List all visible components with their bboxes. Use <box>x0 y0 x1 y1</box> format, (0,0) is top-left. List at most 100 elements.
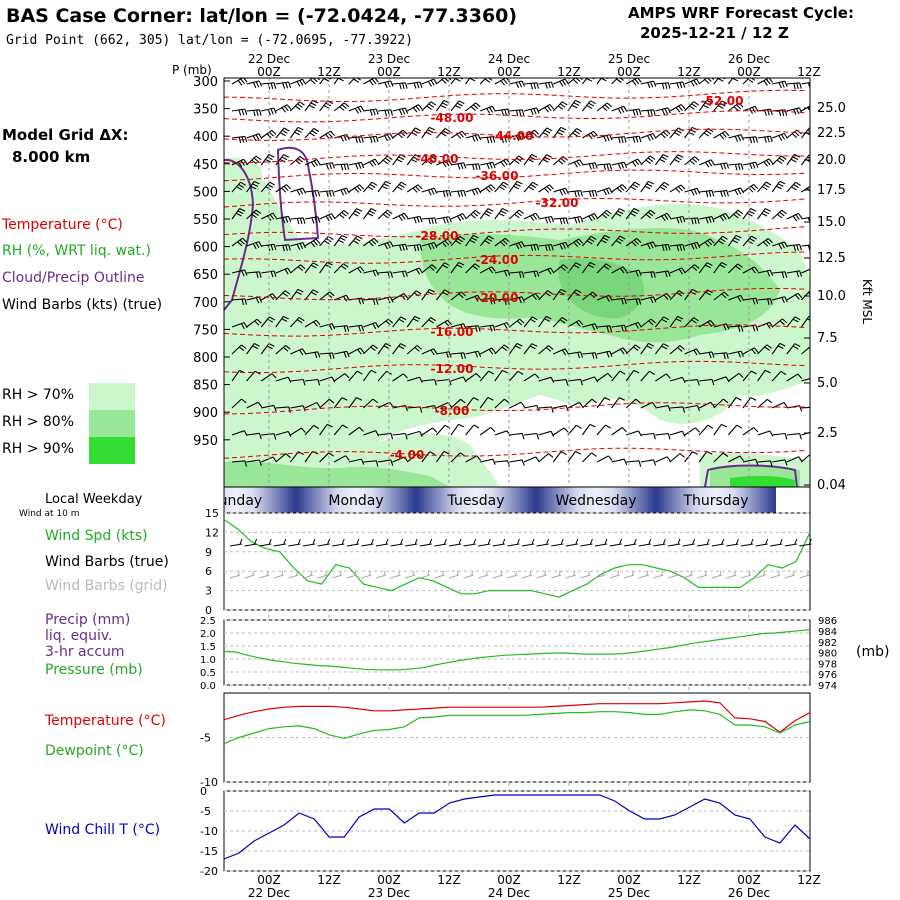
surface-wind-barb <box>478 538 491 547</box>
wind-barb <box>757 269 774 277</box>
wind-barb <box>582 352 598 360</box>
wind-barb <box>479 347 496 355</box>
isotherm-line <box>224 360 807 373</box>
precip-tick-label: 0.0 <box>200 681 216 692</box>
wind-barb <box>319 78 332 85</box>
wind-barb <box>786 456 803 463</box>
wind-barb <box>742 208 757 220</box>
bottom-time-tick-label: 12Z <box>557 873 581 887</box>
legend-cloud-outline: Cloud/Precip Outline <box>2 270 145 286</box>
wind-barb <box>435 289 450 301</box>
wind-chill-label: Wind Chill T (°C) <box>45 822 161 838</box>
wind-barb <box>742 370 757 382</box>
wind-barb <box>450 398 466 409</box>
wind-barb <box>553 241 569 250</box>
wind-barb <box>538 315 552 328</box>
wind-barb <box>231 135 248 144</box>
surface-wind-barb <box>784 538 798 547</box>
rh-70-label: RH > 70% <box>2 387 75 403</box>
surface-wind-barb <box>463 538 477 547</box>
legend-wind-barbs: Wind Barbs (kts) (true) <box>2 297 163 313</box>
pressure-line <box>223 629 811 671</box>
wind-barb <box>450 235 466 247</box>
wind-barb <box>654 343 669 355</box>
grid-wind-barb <box>259 570 270 579</box>
isotherm-line <box>224 251 807 264</box>
pressure-tick-label: 982 <box>818 638 837 649</box>
wind-barb <box>699 351 715 359</box>
top-date-label: 25 Dec <box>608 52 650 66</box>
wind-barb <box>684 348 701 356</box>
wind-barb <box>319 261 333 274</box>
isotherm-label: -44.00 <box>491 129 534 143</box>
wind-barb <box>567 451 582 463</box>
wind-barb <box>231 181 246 193</box>
wind-barb <box>596 263 612 274</box>
wind-barb <box>713 352 729 360</box>
wind-barb <box>494 108 511 116</box>
wind-barb <box>348 208 363 220</box>
pressure-tick-label: 650 <box>193 268 218 283</box>
wind-barb <box>407 215 423 224</box>
wind-barb <box>582 323 599 331</box>
surface-wind-barb <box>726 538 739 547</box>
wind-barb <box>626 460 642 467</box>
wind-barb <box>655 212 672 222</box>
wind-barb <box>261 404 277 412</box>
height-tick-label: 17.5 <box>817 183 846 198</box>
wind-barb <box>582 162 598 170</box>
wind-barb <box>684 156 700 166</box>
surface-wind-barb <box>302 538 316 547</box>
weekday-cell <box>536 487 656 513</box>
wind-barb <box>626 298 642 305</box>
weekday-label: Wednesday <box>555 493 636 509</box>
wind-barb <box>509 155 524 166</box>
wind-barb <box>582 452 597 463</box>
temperature-panel: -5 -10 <box>200 692 811 789</box>
wind-barb <box>757 78 774 86</box>
wind-barb <box>231 108 248 116</box>
wind-barb <box>290 155 306 166</box>
wind-barb <box>538 453 554 463</box>
surface-wind-barb <box>594 538 608 547</box>
wind-barb <box>640 318 656 328</box>
surface-wind-barb <box>565 538 579 547</box>
wind-barb <box>261 243 277 251</box>
wind-barb <box>523 129 540 139</box>
wind-barb <box>246 109 262 117</box>
wind-barb <box>450 352 467 360</box>
grid-wind-barb <box>229 570 241 579</box>
wind-barb <box>611 347 628 355</box>
grid-wind-barb <box>536 570 547 579</box>
wind-barb <box>363 398 379 409</box>
wind-barb <box>363 108 379 116</box>
wind-barb <box>363 158 380 167</box>
wind-barb <box>362 208 377 220</box>
surface-wind-barb <box>492 538 506 547</box>
wind-barb <box>728 350 744 358</box>
wind-barb <box>319 376 336 383</box>
isotherm-label: -36.00 <box>476 169 519 183</box>
wind-barb <box>465 263 481 274</box>
wind-barb <box>319 235 334 247</box>
wind-barb <box>684 404 701 412</box>
wind-barb <box>771 180 786 193</box>
rh-90-label: RH > 90% <box>2 441 75 457</box>
wind-barb <box>231 460 248 467</box>
wind-barb <box>611 136 627 144</box>
wind-barb <box>509 432 525 440</box>
wind-barb <box>523 316 538 328</box>
wind-barb <box>246 180 260 193</box>
wind-barb <box>640 180 654 193</box>
wind-barb <box>450 78 463 85</box>
wind-barb <box>801 185 810 193</box>
wind-barb <box>377 155 393 166</box>
grid-wind-barb <box>638 570 649 579</box>
isotherm-label: -4.00 <box>390 448 425 462</box>
wind-barb <box>625 158 642 167</box>
wind-barb <box>771 402 788 409</box>
wind-barb <box>319 162 335 170</box>
wind-barb <box>392 129 408 139</box>
wind-barb <box>246 296 263 304</box>
isotherm-line <box>224 226 807 238</box>
